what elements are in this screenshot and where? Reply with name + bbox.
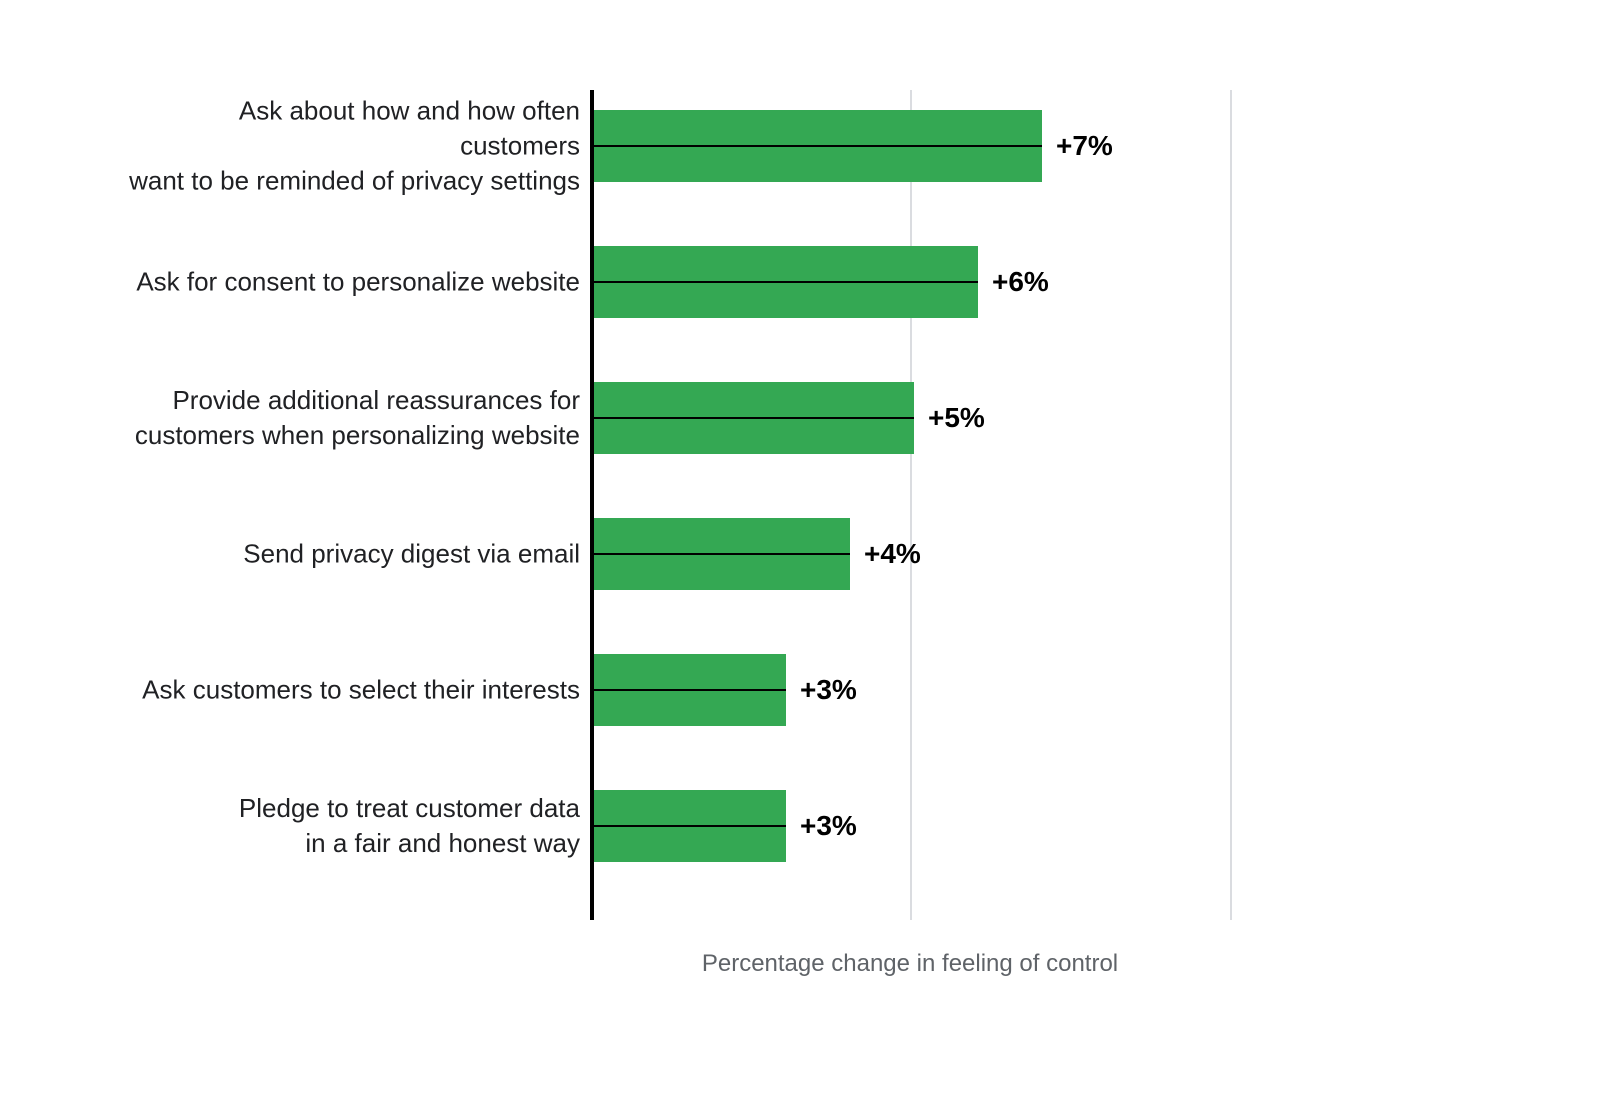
bars-column: +7% +6% +5% +4% +3% +3%: [590, 90, 1230, 920]
plot-area: Ask about how and how often customers wa…: [120, 90, 1390, 920]
category-label-row: Pledge to treat customer data in a fair …: [120, 790, 580, 862]
category-label-row: Ask about how and how often customers wa…: [120, 110, 580, 182]
bar-row: +6%: [590, 246, 1230, 318]
category-label: Ask customers to select their interests: [142, 672, 580, 707]
category-labels-column: Ask about how and how often customers wa…: [120, 90, 580, 920]
bar-row: +4%: [590, 518, 1230, 590]
category-label: Send privacy digest via email: [243, 536, 580, 571]
category-label: Ask for consent to personalize website: [136, 264, 580, 299]
category-label: Ask about how and how often customers wa…: [120, 93, 580, 198]
value-label: +3%: [800, 810, 857, 842]
bar-row: +3%: [590, 654, 1230, 726]
gridline: [1230, 90, 1232, 920]
value-label: +6%: [992, 266, 1049, 298]
category-label-row: Ask for consent to personalize website: [120, 246, 580, 318]
category-label: Pledge to treat customer data in a fair …: [239, 791, 580, 861]
bar: [594, 654, 786, 726]
category-label: Provide additional reassurances for cust…: [135, 383, 580, 453]
bar: [594, 790, 786, 862]
bar-row: +5%: [590, 382, 1230, 454]
value-label: +5%: [928, 402, 985, 434]
bar: [594, 110, 1042, 182]
bar: [594, 246, 978, 318]
value-label: +4%: [864, 538, 921, 570]
bar: [594, 518, 850, 590]
bar-row: +7%: [590, 110, 1230, 182]
category-label-row: Send privacy digest via email: [120, 518, 580, 590]
category-label-row: Ask customers to select their interests: [120, 654, 580, 726]
category-label-row: Provide additional reassurances for cust…: [120, 382, 580, 454]
privacy-control-bar-chart: Ask about how and how often customers wa…: [120, 90, 1390, 920]
bar-row: +3%: [590, 790, 1230, 862]
x-axis-label: Percentage change in feeling of control: [590, 950, 1230, 978]
value-label: +3%: [800, 674, 857, 706]
bar: [594, 382, 914, 454]
value-label: +7%: [1056, 130, 1113, 162]
